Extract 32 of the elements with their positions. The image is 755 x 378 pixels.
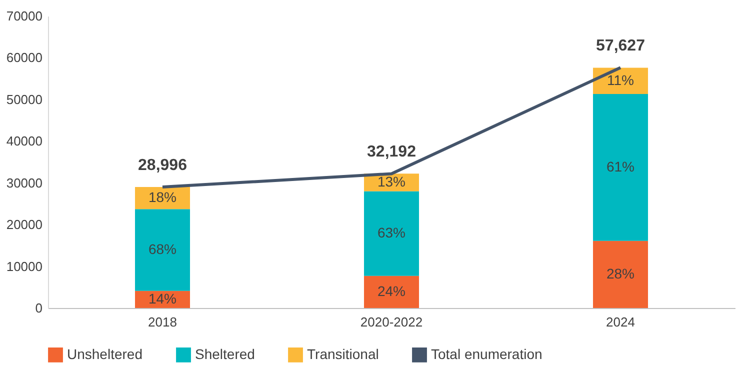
data-label: 57,627 [596, 38, 646, 55]
y-tick-label: 70000 [6, 8, 42, 24]
y-tick-label: 0 [35, 300, 42, 316]
data-label: 32,192 [367, 144, 416, 161]
x-tick-label: 2020-2022 [360, 314, 423, 330]
annotation: 68% [148, 241, 177, 258]
y-tick-label: 10000 [6, 258, 42, 274]
annotation: 61% [606, 158, 635, 174]
annotation: 63% [377, 224, 406, 241]
x-tick-label: 2018 [148, 314, 177, 330]
legend-label: Transitional [307, 346, 379, 362]
annotation: 24% [377, 282, 406, 299]
legend-label: Unsheltered [67, 346, 142, 362]
y-tick-label: 60000 [6, 50, 42, 66]
data-label: 28,996 [138, 157, 188, 174]
legend-label: Sheltered [195, 346, 255, 362]
bar [593, 240, 648, 308]
y-tick-label: 40000 [6, 134, 42, 149]
y-tick-label: 50000 [6, 92, 42, 107]
y-tick-label: 30000 [6, 175, 42, 190]
annotation: 14% [148, 290, 177, 306]
bar [135, 209, 190, 291]
bar [364, 191, 419, 276]
annotation: 18% [148, 189, 177, 206]
annotation: 28% [606, 265, 635, 282]
bar [593, 94, 648, 241]
annotation: 13% [377, 173, 406, 190]
legend-label: Total enumeration [431, 346, 542, 362]
y-tick-label: 20000 [6, 217, 42, 232]
x-tick-label: 2024 [606, 314, 635, 330]
bar [364, 276, 419, 308]
annotation: 11% [607, 72, 634, 88]
